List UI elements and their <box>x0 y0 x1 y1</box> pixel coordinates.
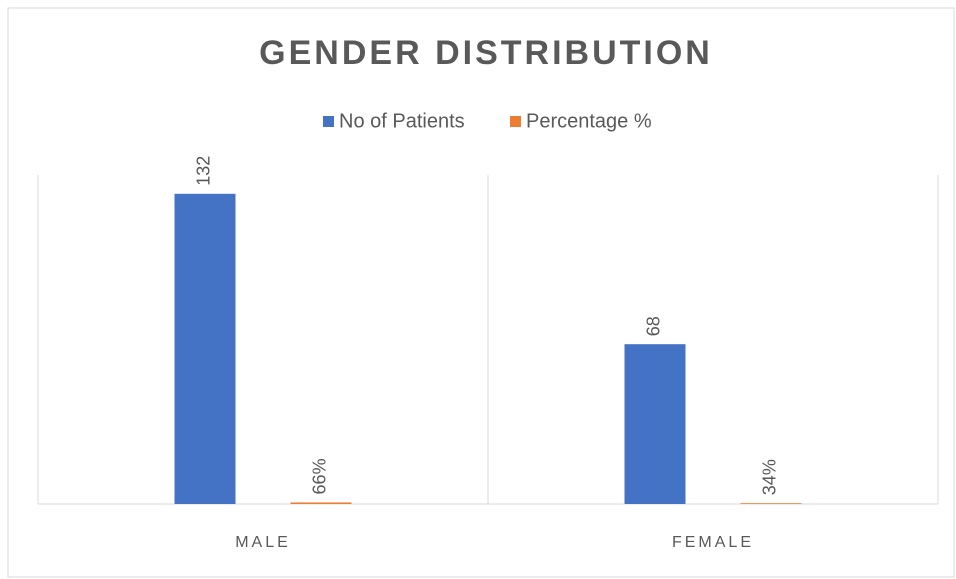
legend-swatch <box>510 116 521 127</box>
data-label: 68 <box>644 316 664 336</box>
data-label: 132 <box>194 156 214 186</box>
chart-title: GENDER DISTRIBUTION <box>259 34 713 72</box>
bar <box>174 193 236 505</box>
legend-label: No of Patients <box>339 110 465 132</box>
data-label: 34% <box>760 459 780 495</box>
bar <box>740 503 802 504</box>
data-label: 66% <box>310 458 330 494</box>
chart-frame <box>7 7 955 578</box>
legend-label: Percentage % <box>526 110 652 132</box>
bar <box>290 502 352 504</box>
x-tick-label: MALE <box>235 534 291 551</box>
x-tick-label: FEMALE <box>672 534 754 551</box>
bar <box>624 344 686 504</box>
legend-swatch <box>323 116 334 127</box>
